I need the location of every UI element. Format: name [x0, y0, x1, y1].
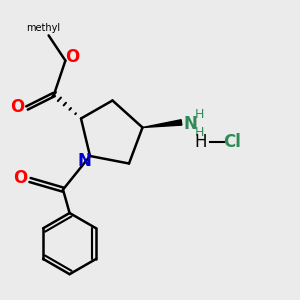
Text: O: O	[13, 169, 28, 187]
Text: H: H	[195, 126, 204, 139]
Text: N: N	[78, 152, 92, 170]
Text: Cl: Cl	[224, 133, 242, 151]
Text: O: O	[10, 98, 25, 116]
Text: N: N	[184, 115, 197, 133]
Text: O: O	[65, 48, 80, 66]
Text: H: H	[195, 108, 204, 121]
Text: H: H	[195, 133, 207, 151]
Polygon shape	[142, 120, 182, 128]
Text: methyl: methyl	[26, 22, 61, 33]
